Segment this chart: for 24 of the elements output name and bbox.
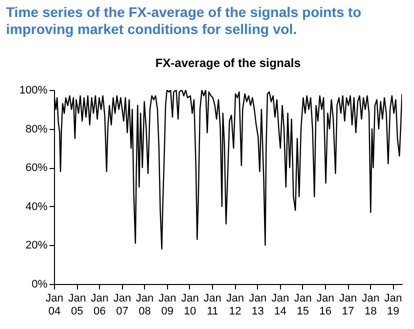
- x-tick-label: Jan 06: [90, 292, 109, 318]
- x-tick-label: Jan 18: [362, 292, 380, 318]
- x-tick-label: Jan 08: [136, 292, 154, 318]
- x-tick-label: Jan 09: [158, 292, 176, 318]
- x-tick-label: Jan 15: [294, 292, 312, 318]
- x-tick-label: Jan 13: [248, 292, 267, 318]
- y-tick-label: 0%: [32, 278, 48, 290]
- y-tick-label: 40%: [25, 200, 48, 213]
- x-tick-label: Jan 05: [68, 292, 86, 318]
- x-tick-label: Jan 11: [204, 292, 222, 318]
- x-tick-label: Jan 12: [226, 292, 244, 318]
- y-tick-label: 20%: [25, 240, 48, 252]
- x-tick-label: Jan 19: [384, 292, 402, 318]
- x-tick-label: Jan 10: [181, 292, 199, 318]
- chart-subtitle: FX-average of the signals: [155, 56, 302, 70]
- x-tick-label: Jan 16: [316, 292, 334, 318]
- chart-title: Time series of the FX-average of the signals points to improving market conditions for selling vol.: [6, 4, 362, 38]
- y-tick-label: 100%: [19, 84, 48, 96]
- y-tick-label: 80%: [25, 123, 48, 136]
- y-tick-label: 60%: [25, 162, 48, 174]
- x-tick-label: Jan 14: [271, 292, 290, 318]
- x-tick-label: Jan 07: [113, 292, 132, 318]
- x-tick-label: Jan 04: [46, 292, 64, 318]
- x-tick-label: Jan 17: [339, 292, 357, 318]
